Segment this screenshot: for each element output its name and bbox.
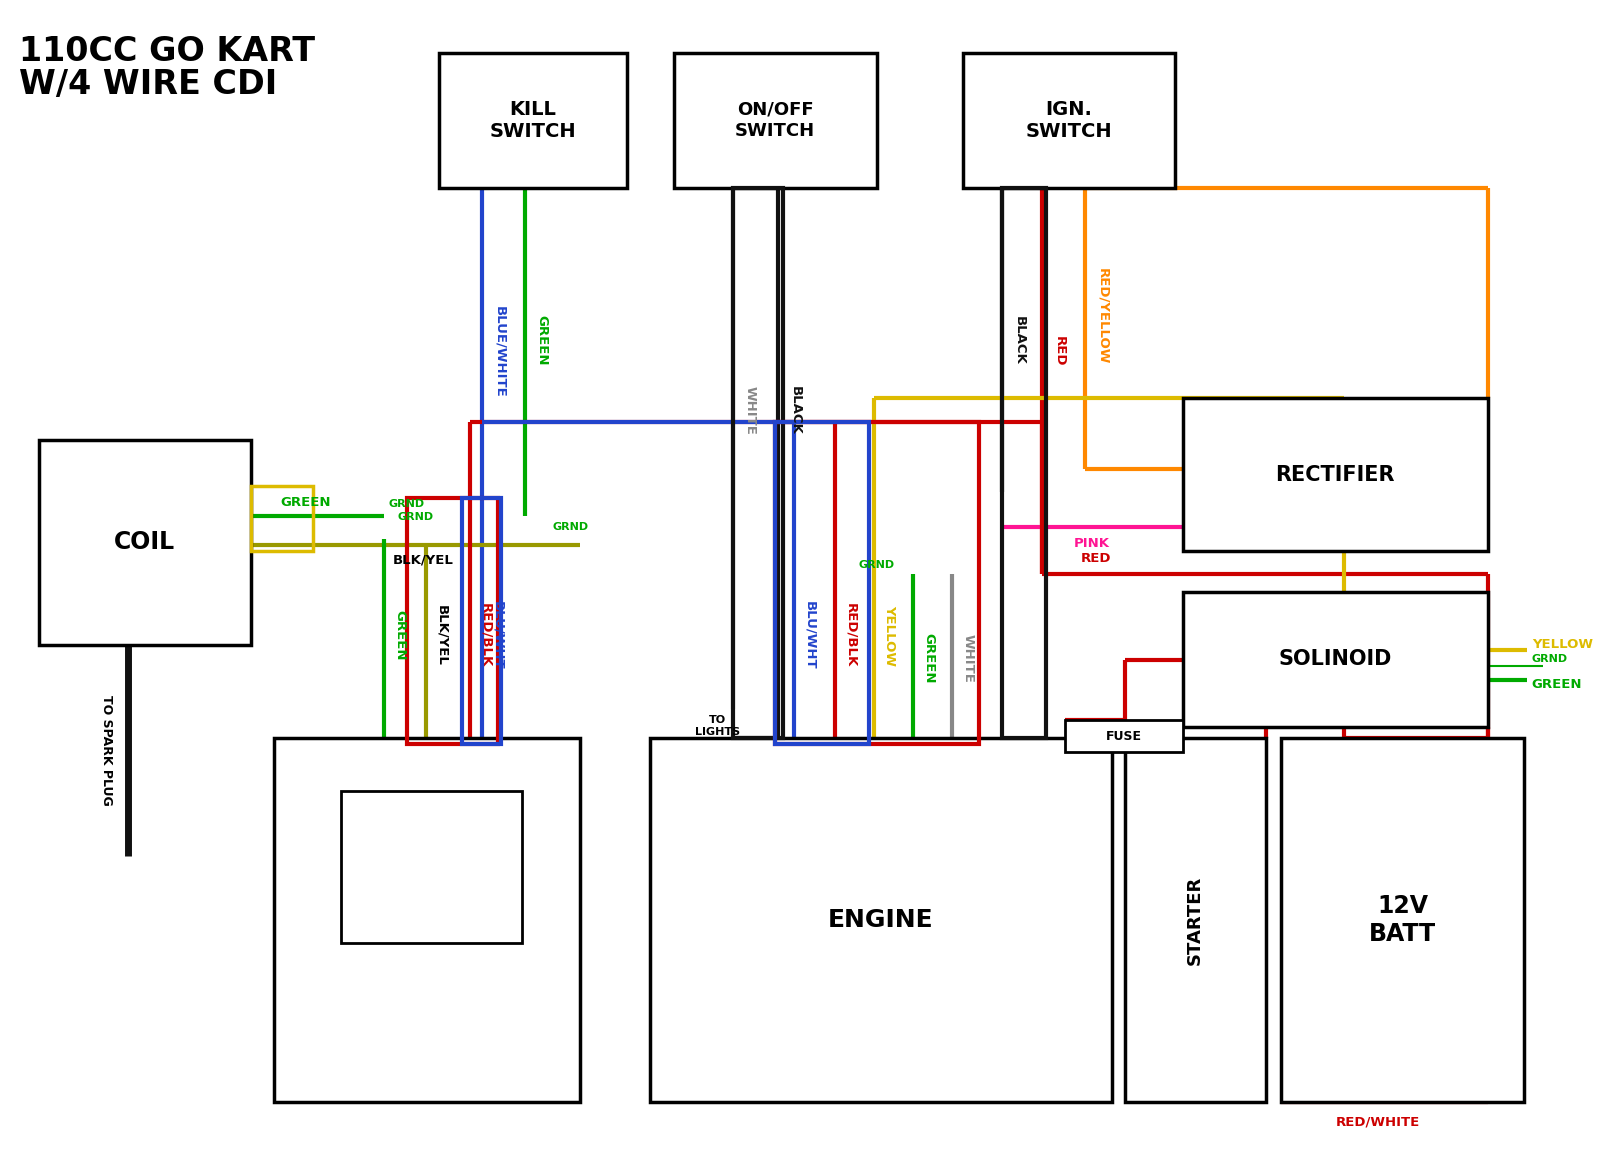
Text: GRND: GRND	[398, 511, 434, 522]
Text: RED: RED	[1082, 552, 1112, 565]
Bar	[650, 738, 1112, 1102]
Text: WHITE: WHITE	[744, 386, 757, 435]
Text: BLK/YEL: BLK/YEL	[392, 553, 453, 566]
Text: GREEN: GREEN	[1531, 677, 1582, 691]
Bar	[341, 791, 522, 943]
Text: TO
LIGHTS: TO LIGHTS	[694, 715, 739, 736]
Text: FUSE: FUSE	[1106, 729, 1142, 743]
Text: GREEN: GREEN	[394, 609, 406, 661]
Bar	[1182, 592, 1488, 727]
Text: RED: RED	[1053, 336, 1066, 367]
Text: RECTIFIER: RECTIFIER	[1275, 464, 1395, 485]
Bar	[1066, 720, 1182, 752]
Bar	[1182, 398, 1488, 551]
Bar	[251, 486, 314, 551]
Bar	[408, 498, 498, 744]
Text: RED/BLK: RED/BLK	[843, 604, 858, 667]
Bar	[776, 422, 869, 744]
Text: BLU/WHT: BLU/WHT	[803, 601, 816, 669]
Text: GREEN: GREEN	[280, 496, 331, 509]
Text: BLK/YEL: BLK/YEL	[435, 605, 448, 666]
Text: ON/OFF
SWITCH: ON/OFF SWITCH	[736, 101, 816, 139]
Text: SOLINOID: SOLINOID	[1278, 649, 1392, 669]
Text: TO SPARK PLUG: TO SPARK PLUG	[101, 695, 114, 805]
Text: GREEN: GREEN	[922, 633, 936, 684]
Bar	[776, 422, 979, 744]
Bar	[733, 188, 782, 738]
Text: BLACK: BLACK	[789, 386, 802, 435]
Bar	[274, 738, 579, 1102]
Text: COIL: COIL	[114, 530, 176, 554]
Text: RED/WHITE: RED/WHITE	[1336, 1116, 1421, 1129]
Text: WHITE: WHITE	[962, 634, 974, 683]
Text: KILL
SWITCH: KILL SWITCH	[490, 100, 576, 141]
Text: YELLOW: YELLOW	[1531, 638, 1594, 652]
Text: GRND: GRND	[554, 522, 589, 532]
Text: IGN.
SWITCH: IGN. SWITCH	[1026, 100, 1112, 141]
Bar	[438, 53, 627, 188]
Bar	[1282, 738, 1523, 1102]
Text: ENGINE: ENGINE	[829, 908, 934, 932]
Text: 12V
BATT: 12V BATT	[1370, 894, 1437, 946]
Bar	[963, 53, 1174, 188]
Bar	[1125, 738, 1266, 1102]
Text: PINK: PINK	[1074, 537, 1110, 550]
Text: YELLOW: YELLOW	[883, 605, 896, 666]
Text: STARTER: STARTER	[1186, 875, 1205, 965]
Text: RED/BLK: RED/BLK	[478, 604, 493, 667]
Text: GRND: GRND	[389, 498, 424, 509]
Text: BLUE/WHITE: BLUE/WHITE	[493, 306, 506, 397]
Bar	[674, 53, 877, 188]
Text: GRND: GRND	[1531, 654, 1568, 663]
Bar	[462, 498, 501, 744]
Text: CDI: CDI	[403, 908, 451, 932]
Text: GRND: GRND	[858, 559, 894, 570]
Text: RED/YELLOW: RED/YELLOW	[1096, 268, 1109, 364]
Bar	[1003, 188, 1046, 738]
Bar	[38, 440, 251, 645]
Text: GREEN: GREEN	[536, 314, 549, 366]
Text: BLU/WHT: BLU/WHT	[491, 601, 504, 669]
Text: BLACK: BLACK	[1013, 315, 1026, 364]
Text: 110CC GO KART
W/4 WIRE CDI: 110CC GO KART W/4 WIRE CDI	[19, 35, 315, 101]
